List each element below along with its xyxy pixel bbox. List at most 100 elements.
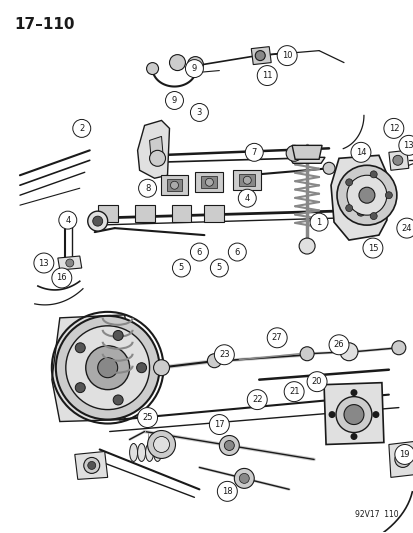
Text: 5: 5 — [178, 263, 184, 272]
Circle shape — [383, 118, 403, 139]
Text: 19: 19 — [399, 450, 409, 459]
Text: 1: 1 — [316, 217, 321, 227]
Circle shape — [343, 405, 363, 425]
Text: 16: 16 — [56, 273, 67, 282]
Circle shape — [170, 181, 178, 189]
Circle shape — [153, 437, 169, 453]
Text: 4: 4 — [65, 216, 70, 224]
Circle shape — [138, 179, 156, 197]
Text: 17: 17 — [214, 420, 224, 429]
Text: 4: 4 — [244, 193, 249, 203]
Polygon shape — [149, 136, 163, 163]
Polygon shape — [97, 205, 117, 222]
Circle shape — [207, 354, 221, 368]
Circle shape — [336, 165, 396, 225]
Circle shape — [190, 62, 202, 75]
Circle shape — [113, 330, 123, 341]
Circle shape — [398, 456, 406, 463]
Circle shape — [214, 345, 234, 365]
Circle shape — [52, 268, 71, 288]
Circle shape — [255, 51, 265, 61]
Circle shape — [239, 473, 249, 483]
Circle shape — [244, 143, 263, 161]
Circle shape — [339, 343, 357, 361]
Circle shape — [328, 411, 335, 418]
Circle shape — [190, 103, 208, 122]
Circle shape — [234, 469, 254, 488]
Circle shape — [66, 326, 149, 409]
Polygon shape — [58, 256, 81, 270]
Circle shape — [350, 389, 356, 396]
Circle shape — [187, 56, 203, 72]
Circle shape — [350, 433, 356, 440]
Polygon shape — [171, 205, 191, 222]
Circle shape — [335, 397, 371, 432]
Circle shape — [93, 216, 102, 226]
Text: 22: 22 — [252, 395, 262, 404]
Text: 5: 5 — [216, 263, 221, 272]
Polygon shape — [388, 441, 413, 478]
Circle shape — [350, 142, 370, 163]
Circle shape — [209, 415, 229, 434]
Circle shape — [238, 189, 256, 207]
Ellipse shape — [153, 443, 161, 462]
Text: 27: 27 — [271, 333, 282, 342]
Circle shape — [146, 62, 158, 75]
Circle shape — [210, 259, 228, 277]
Circle shape — [283, 382, 304, 401]
Circle shape — [243, 176, 251, 184]
Ellipse shape — [145, 443, 153, 462]
Polygon shape — [137, 120, 169, 178]
Polygon shape — [75, 451, 107, 479]
Circle shape — [205, 178, 213, 186]
Circle shape — [362, 238, 382, 258]
Circle shape — [85, 346, 129, 390]
Text: 12: 12 — [388, 124, 398, 133]
Circle shape — [75, 383, 85, 393]
Circle shape — [358, 187, 374, 203]
Polygon shape — [292, 146, 321, 159]
Text: 6: 6 — [196, 247, 202, 256]
Text: 9: 9 — [191, 64, 197, 73]
Circle shape — [190, 243, 208, 261]
Circle shape — [88, 462, 95, 470]
Text: 13: 13 — [38, 259, 49, 268]
Circle shape — [385, 192, 392, 199]
Circle shape — [346, 175, 386, 215]
Text: 92V17  110: 92V17 110 — [354, 510, 398, 519]
Text: 24: 24 — [401, 224, 411, 232]
Text: 20: 20 — [311, 377, 322, 386]
Circle shape — [369, 213, 376, 220]
Circle shape — [153, 360, 169, 376]
Text: 26: 26 — [333, 340, 344, 349]
Circle shape — [83, 457, 100, 473]
Polygon shape — [388, 150, 408, 170]
Circle shape — [228, 243, 246, 261]
Text: 10: 10 — [281, 51, 292, 60]
Polygon shape — [204, 205, 224, 222]
Text: 7: 7 — [251, 148, 256, 157]
Circle shape — [398, 135, 413, 155]
Circle shape — [73, 119, 90, 138]
Circle shape — [394, 451, 410, 467]
Text: 23: 23 — [218, 350, 229, 359]
Circle shape — [97, 358, 117, 378]
Text: 9: 9 — [171, 96, 177, 105]
Text: 13: 13 — [403, 141, 413, 150]
Polygon shape — [166, 179, 182, 191]
Text: 6: 6 — [234, 247, 240, 256]
Circle shape — [322, 163, 334, 174]
Circle shape — [396, 218, 413, 238]
Circle shape — [394, 445, 413, 464]
Polygon shape — [288, 157, 324, 163]
Circle shape — [247, 390, 266, 409]
Circle shape — [369, 171, 376, 178]
Circle shape — [147, 431, 175, 458]
Ellipse shape — [129, 443, 137, 462]
Polygon shape — [52, 315, 131, 422]
Circle shape — [113, 395, 123, 405]
Polygon shape — [330, 155, 388, 240]
Circle shape — [59, 211, 76, 229]
Circle shape — [149, 150, 165, 166]
Circle shape — [137, 408, 157, 427]
